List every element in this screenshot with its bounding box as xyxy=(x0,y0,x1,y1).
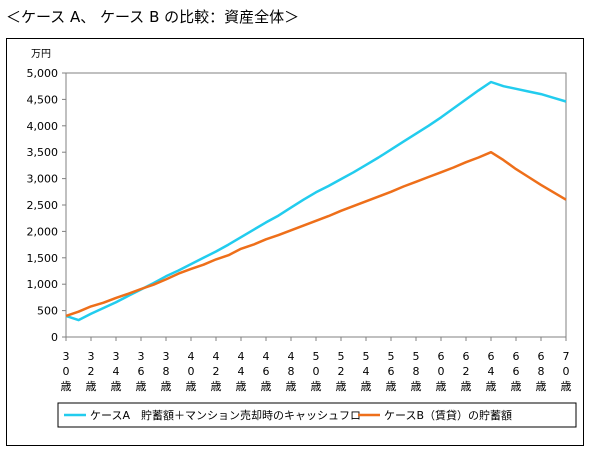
y-tick-label: 4,500 xyxy=(27,93,59,106)
y-tick-label: 3,000 xyxy=(27,173,59,186)
series-lines xyxy=(65,80,567,322)
legend-box xyxy=(57,402,577,428)
x-tick-label: 歳 xyxy=(361,380,372,393)
y-axis-ticks: 0 500 1,000 1,500 2,000 2,500 3,000 3,500 4,000 4… xyxy=(27,67,66,344)
x-tick-label: 歳 xyxy=(236,380,247,393)
x-tick-label: 歳 xyxy=(411,380,422,393)
y-tick-label: 5,000 xyxy=(27,67,59,80)
legend-label-1: ケースA 貯蓄額＋マンション売却時のキャッシュフロー xyxy=(90,409,372,422)
x-tick-label: 0 xyxy=(63,365,70,378)
x-tick-label: 5 xyxy=(363,350,370,363)
x-tick-label: 0 xyxy=(438,365,445,378)
x-tick-label: 歳 xyxy=(61,380,72,393)
x-tick-label: 6 xyxy=(263,365,270,378)
x-tick-label: 6 xyxy=(438,350,445,363)
page-title: ＜ケース A、 ケース B の比較：資産全体＞ xyxy=(6,8,300,26)
x-tick-label: 歳 xyxy=(136,380,147,393)
x-tick-label: 6 xyxy=(513,365,520,378)
x-tick-label: 歳 xyxy=(186,380,197,393)
x-tick-label: 6 xyxy=(138,365,145,378)
series-line-2 xyxy=(65,150,567,318)
x-tick-label: 3 xyxy=(113,350,120,363)
x-tick-label: 歳 xyxy=(386,380,397,393)
x-tick-label: 8 xyxy=(288,365,295,378)
x-tick-label: 4 xyxy=(113,365,120,378)
x-tick-label: 5 xyxy=(413,350,420,363)
y-axis-unit: 万円 xyxy=(31,49,51,60)
x-tick-label: 歳 xyxy=(286,380,297,393)
y-tick-label: 4,000 xyxy=(27,120,59,133)
x-tick-label: 5 xyxy=(338,350,345,363)
x-tick-label: 歳 xyxy=(261,380,272,393)
x-tick-label: 2 xyxy=(338,365,345,378)
x-tick-label: 8 xyxy=(413,365,420,378)
x-tick-label: 歳 xyxy=(536,380,547,393)
legend: ケースA 貯蓄額＋マンション売却時のキャッシュフロー ケースB（賃貸）の貯蓄額 xyxy=(64,408,512,422)
x-tick-label: 8 xyxy=(538,365,545,378)
y-tick-label: 1,000 xyxy=(27,278,59,291)
x-tick-label: 歳 xyxy=(511,380,522,393)
x-tick-label: 2 xyxy=(463,365,470,378)
y-tick-label: 0 xyxy=(51,331,58,344)
x-tick-label: 4 xyxy=(213,350,220,363)
x-tick-label: 4 xyxy=(288,350,295,363)
x-tick-label: 歳 xyxy=(436,380,447,393)
x-tick-label: 2 xyxy=(88,365,95,378)
x-tick-label: 6 xyxy=(538,350,545,363)
x-tick-label: 歳 xyxy=(561,380,572,393)
x-axis-ticks: 3 0 歳 3 2 歳 3 4 歳 3 6 歳 3 8 歳 4 0 歳 4 2 歳 4 4 歳 4 6 歳 4 8 歳 5 0 歳 5 2 歳 5 4 歳 5… xyxy=(61,337,572,393)
x-tick-label: 4 xyxy=(188,350,195,363)
x-tick-label: 5 xyxy=(313,350,320,363)
x-tick-label: 4 xyxy=(363,365,370,378)
plot-area xyxy=(65,72,567,338)
x-tick-label: 4 xyxy=(238,350,245,363)
x-tick-label: 3 xyxy=(63,350,70,363)
x-tick-label: 歳 xyxy=(461,380,472,393)
x-tick-label: 0 xyxy=(313,365,320,378)
x-tick-label: 2 xyxy=(213,365,220,378)
x-tick-label: 6 xyxy=(488,350,495,363)
x-tick-label: 歳 xyxy=(311,380,322,393)
series-line-1 xyxy=(65,80,567,322)
x-tick-label: 歳 xyxy=(86,380,97,393)
y-tick-label: 2,500 xyxy=(27,199,59,212)
x-tick-label: 3 xyxy=(163,350,170,363)
x-tick-label: 0 xyxy=(188,365,195,378)
x-tick-label: 0 xyxy=(563,365,570,378)
y-tick-label: 1,500 xyxy=(27,252,59,265)
x-tick-label: 8 xyxy=(163,365,170,378)
y-tick-label: 3,500 xyxy=(27,146,59,159)
x-tick-label: 歳 xyxy=(336,380,347,393)
x-tick-label: 6 xyxy=(388,365,395,378)
x-tick-label: 7 xyxy=(563,350,570,363)
y-tick-label: 2,000 xyxy=(27,225,59,238)
x-tick-label: 6 xyxy=(513,350,520,363)
y-tick-label: 500 xyxy=(37,305,58,318)
x-tick-label: 6 xyxy=(463,350,470,363)
x-tick-label: 4 xyxy=(263,350,270,363)
x-tick-label: 3 xyxy=(138,350,145,363)
x-tick-label: 歳 xyxy=(211,380,222,393)
x-tick-label: 4 xyxy=(238,365,245,378)
x-tick-label: 歳 xyxy=(111,380,122,393)
x-tick-label: 4 xyxy=(488,365,495,378)
x-tick-label: 歳 xyxy=(486,380,497,393)
x-tick-label: 歳 xyxy=(161,380,172,393)
legend-label-2: ケースB（賃貸）の貯蓄額 xyxy=(384,408,512,422)
x-tick-label: 3 xyxy=(88,350,95,363)
chart-frame xyxy=(6,38,584,446)
x-tick-label: 5 xyxy=(388,350,395,363)
